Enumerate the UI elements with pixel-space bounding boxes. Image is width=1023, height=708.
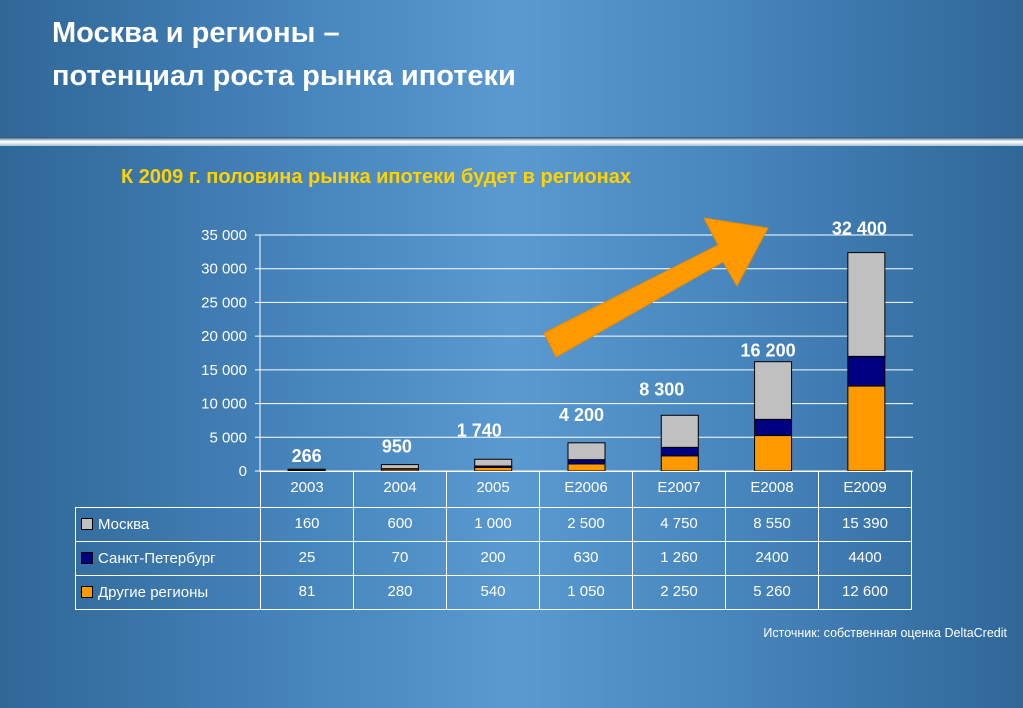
legend-entry-moscow: Москва [75,507,261,542]
total-data-label: 32 400 [832,219,887,239]
bar-segment [660,414,699,448]
total-data-label: 1 740 [457,420,502,440]
table-cell: 70 [353,541,447,576]
y-tick-label: 35 000 [201,227,247,244]
table-cell: 1 050 [539,575,633,610]
legend-swatch-regions [81,586,93,598]
title-line-2: потенциал роста рынка ипотеки [52,60,516,92]
bar-segment [660,455,699,472]
table-cell: 1 000 [446,507,540,542]
growth-arrow [543,217,769,358]
legend-entry-spb: Санкт-Петербург [75,541,261,576]
bar-segment [380,464,419,470]
legend-swatch-spb [81,552,93,564]
legend-swatch-moscow [81,518,93,530]
category-label: E2009 [818,471,912,508]
table-cell: 160 [260,507,354,542]
table-cell: 2 250 [632,575,726,610]
table-cell: 2400 [725,541,819,576]
legend-label: Другие регионы [98,584,209,601]
total-data-label: 16 200 [741,341,796,361]
table-cell: 4400 [818,541,912,576]
category-label: 2005 [446,471,540,508]
bar-segment [567,459,606,465]
total-data-label: 266 [292,446,322,466]
table-cell: 1 260 [632,541,726,576]
table-corner [75,471,261,508]
category-label: E2006 [539,471,633,508]
bar-segment [754,435,793,472]
source-note: Источник: собственная оценка DeltaCredit [763,626,1007,640]
category-label: E2007 [632,471,726,508]
y-tick-label: 5 000 [209,429,247,446]
table-cell: 280 [353,575,447,610]
bar-segment [847,385,886,472]
y-tick-label: 30 000 [201,261,247,278]
table-cell: 15 390 [818,507,912,542]
y-tick-label: 25 000 [201,294,247,311]
category-label: E2008 [725,471,819,508]
bar-segment [287,468,326,471]
table-header-row: 2003 2004 2005 E2006 E2007 E2008 E2009 [75,471,912,508]
y-tick-label: 20 000 [201,328,247,345]
bar-segment [754,361,793,420]
legend-label: Москва [98,516,150,533]
bar-segment [847,252,886,357]
total-data-label: 8 300 [639,379,684,399]
table-cell: 630 [539,541,633,576]
table-cell: 8 550 [725,507,819,542]
bar-segment [754,418,793,437]
table-cell: 600 [353,507,447,542]
y-tick-label: 10 000 [201,396,247,413]
table-row-regions: Другие регионы 81 280 540 1 050 2 250 5 … [75,575,912,610]
table-cell: 5 260 [725,575,819,610]
category-label: 2003 [260,471,354,508]
title-line-1: Москва и регионы – [52,17,340,49]
category-label: 2004 [353,471,447,508]
y-tick-label: 15 000 [201,362,247,379]
legend-label: Санкт-Петербург [98,550,216,567]
plot-area [260,235,913,471]
bar-segment [567,442,606,461]
page-title: Москва и регионы – потенциал роста рынка… [52,12,516,98]
table-cell: 25 [260,541,354,576]
table-cell: 2 500 [539,507,633,542]
bar-segment [567,463,606,472]
chart-subtitle: К 2009 г. половина рынка ипотеки будет в… [121,166,631,188]
table-cell: 200 [446,541,540,576]
bar-segment [660,446,699,457]
table-cell: 12 600 [818,575,912,610]
title-divider [0,137,1023,146]
legend-entry-regions: Другие регионы [75,575,261,610]
table-cell: 540 [446,575,540,610]
table-row-spb: Санкт-Петербург 25 70 200 630 1 260 2400… [75,541,912,576]
table-cell: 81 [260,575,354,610]
total-data-label: 4 200 [559,405,604,425]
table-cell: 4 750 [632,507,726,542]
bar-segment [474,458,513,467]
total-data-label: 950 [382,437,412,457]
data-table: 2003 2004 2005 E2006 E2007 E2008 E2009 М… [75,471,912,610]
table-row-moscow: Москва 160 600 1 000 2 500 4 750 8 550 1… [75,507,912,542]
bar-segment [847,355,886,387]
